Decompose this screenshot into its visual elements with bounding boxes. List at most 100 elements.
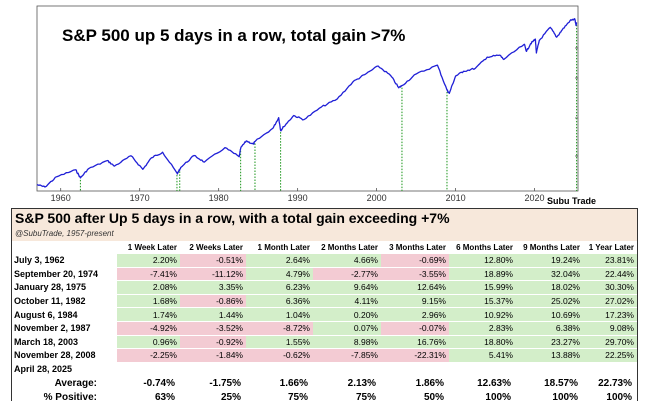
row-date: January 28, 1975 bbox=[12, 280, 117, 295]
return-cell: -8.72% bbox=[246, 321, 313, 336]
return-cell: -0.86% bbox=[180, 294, 246, 309]
return-cell: 25.02% bbox=[516, 294, 583, 309]
return-cell: 29.70% bbox=[583, 335, 637, 350]
summary-row: % Positive: 63% 25% 75% 75% 50% 100% 100% 100% bbox=[12, 390, 637, 405]
return-cell: 4.66% bbox=[313, 254, 381, 268]
return-cell: 18.89% bbox=[449, 267, 516, 282]
return-cell: 17.23% bbox=[583, 307, 637, 322]
summary-value: 75% bbox=[313, 390, 381, 405]
return-cell: 9.08% bbox=[583, 321, 637, 336]
summary-value: 2.13% bbox=[313, 375, 381, 391]
return-cell: 15.37% bbox=[449, 294, 516, 309]
return-cell: -2.77% bbox=[313, 267, 381, 282]
row-date: November 28, 2008 bbox=[12, 348, 117, 363]
table-header-band: S&P 500 after Up 5 days in a row, with a… bbox=[12, 209, 637, 241]
return-cell: -0.69% bbox=[381, 254, 449, 268]
return-cell bbox=[117, 362, 180, 377]
column-header: 2 Months Later bbox=[321, 243, 378, 252]
chart-title: S&P 500 up 5 days in a row, total gain >… bbox=[62, 26, 406, 45]
return-cell: 22.25% bbox=[583, 348, 637, 363]
return-cell: -1.84% bbox=[180, 348, 246, 363]
return-cell: 9.15% bbox=[381, 294, 449, 309]
row-date: March 18, 2003 bbox=[12, 335, 117, 350]
return-cell: 2.64% bbox=[246, 254, 313, 268]
row-date: September 20, 1974 bbox=[12, 267, 117, 282]
return-cell: 15.99% bbox=[449, 280, 516, 295]
return-cell: 6.38% bbox=[516, 321, 583, 336]
return-cell: -22.31% bbox=[381, 348, 449, 363]
return-cell bbox=[180, 362, 246, 377]
row-date: April 28, 2025 bbox=[12, 362, 117, 377]
x-tick-label: 2020 bbox=[525, 193, 545, 203]
return-cell: -4.92% bbox=[117, 321, 180, 336]
return-cell: 1.44% bbox=[180, 307, 246, 322]
column-header: 9 Months Later bbox=[523, 243, 580, 252]
sp500-chart: 1960 1970 1980 1990 2000 2010 2020 bbox=[36, 5, 579, 203]
return-cell: 19.24% bbox=[516, 254, 583, 268]
row-date: July 3, 1962 bbox=[12, 254, 117, 268]
table-row: September 20, 1974 -7.41% -11.12% 4.79% -2.7… bbox=[12, 267, 637, 282]
return-cell: 1.04% bbox=[246, 307, 313, 322]
x-tick-label: 2010 bbox=[446, 193, 466, 203]
summary-value: 50% bbox=[381, 390, 449, 405]
return-cell: 30.30% bbox=[583, 280, 637, 295]
table-title: S&P 500 after Up 5 days in a row, with a… bbox=[15, 210, 450, 226]
column-header: 1 Week Later bbox=[127, 243, 177, 252]
return-cell: 6.36% bbox=[246, 294, 313, 309]
return-cell: 2.20% bbox=[117, 254, 180, 268]
column-header-row: 1 Week Later 2 Weeks Later 1 Month Later 2 … bbox=[12, 241, 637, 254]
return-cell: 0.20% bbox=[313, 307, 381, 322]
row-date: November 2, 1987 bbox=[12, 321, 117, 336]
sp500-line bbox=[36, 18, 578, 188]
summary-value: 22.73% bbox=[583, 375, 637, 391]
return-cell: -7.85% bbox=[313, 348, 381, 363]
table-row: November 2, 1987 -4.92% -3.52% -8.72% 0.07% -… bbox=[12, 321, 637, 336]
return-cell bbox=[449, 362, 516, 377]
return-cell: -0.62% bbox=[246, 348, 313, 363]
x-tick-label: 1960 bbox=[51, 193, 71, 203]
column-header: 6 Months Later bbox=[456, 243, 513, 252]
return-cell: 2.96% bbox=[381, 307, 449, 322]
return-cell: 22.44% bbox=[583, 267, 637, 282]
return-cell: 6.23% bbox=[246, 280, 313, 295]
return-cell: 27.02% bbox=[583, 294, 637, 309]
return-cell: 16.76% bbox=[381, 335, 449, 350]
return-cell: 1.68% bbox=[117, 294, 180, 309]
column-header: 2 Weeks Later bbox=[189, 243, 243, 252]
column-header: 1 Year Later bbox=[588, 243, 634, 252]
summary-row: Average: -0.74% -1.75% 1.66% 2.13% 1.86% 12.63… bbox=[12, 375, 637, 391]
return-cell: 12.64% bbox=[381, 280, 449, 295]
summary-value: 100% bbox=[449, 390, 516, 405]
return-cell bbox=[516, 362, 583, 377]
return-cell: 23.81% bbox=[583, 254, 637, 268]
column-header: 1 Month Later bbox=[257, 243, 310, 252]
return-cell: 23.27% bbox=[516, 335, 583, 350]
plot-area bbox=[36, 5, 579, 192]
x-tick-label: 1980 bbox=[209, 193, 229, 203]
return-cell: 2.08% bbox=[117, 280, 180, 295]
return-cell bbox=[246, 362, 313, 377]
return-cell: 18.02% bbox=[516, 280, 583, 295]
summary-label: % Positive: bbox=[12, 390, 117, 405]
return-cell: 32.04% bbox=[516, 267, 583, 282]
summary-value: 1.86% bbox=[381, 375, 449, 391]
summary-value: 1.66% bbox=[246, 375, 313, 391]
summary-value: 25% bbox=[180, 390, 246, 405]
table-row: March 18, 2003 0.96% -0.92% 1.55% 8.98% 16.76… bbox=[12, 335, 637, 350]
return-cell: -0.07% bbox=[381, 321, 449, 336]
return-cell: 9.64% bbox=[313, 280, 381, 295]
summary-value: 18.57% bbox=[516, 375, 583, 391]
return-cell: 1.74% bbox=[117, 307, 180, 322]
return-cell bbox=[313, 362, 381, 377]
table-row: July 3, 1962 2.20% -0.51% 2.64% 4.66% -0.69% 1… bbox=[12, 254, 637, 268]
source-label: Subu Trade bbox=[547, 196, 597, 206]
row-date: October 11, 1982 bbox=[12, 294, 117, 309]
return-cell: -2.25% bbox=[117, 348, 180, 363]
column-header: 3 Months Later bbox=[389, 243, 446, 252]
return-cell: -3.55% bbox=[381, 267, 449, 282]
x-tick-label: 1970 bbox=[130, 193, 150, 203]
return-cell: 0.07% bbox=[313, 321, 381, 336]
table-row: January 28, 1975 2.08% 3.35% 6.23% 9.64% 12.6… bbox=[12, 280, 637, 295]
return-cell: 2.83% bbox=[449, 321, 516, 336]
return-cell: 3.35% bbox=[180, 280, 246, 295]
